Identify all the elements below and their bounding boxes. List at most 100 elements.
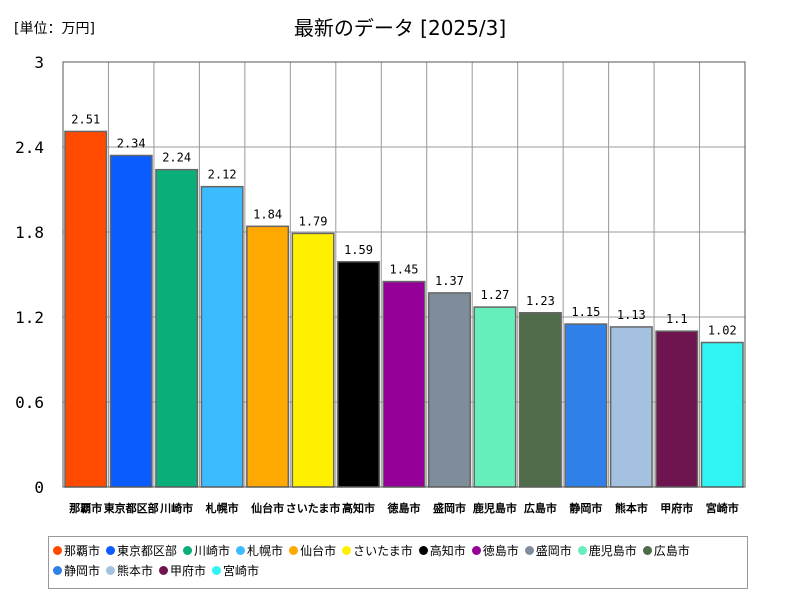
legend-swatch [106, 546, 116, 555]
data-label: 1.79 [299, 214, 328, 228]
legend-label: 宮崎市 [223, 564, 260, 578]
legend-swatch [212, 566, 222, 575]
bar [246, 225, 290, 488]
legend-item: 高知市 [418, 541, 466, 561]
plot-frame [62, 61, 746, 488]
legend-label: 仙台市 [300, 544, 337, 558]
legend-item: 盛岡市 [524, 541, 572, 561]
data-label: 1.59 [344, 243, 373, 257]
category-label: 静岡市 [569, 501, 602, 515]
y-tick-label: 0.6 [15, 393, 44, 412]
y-tick-label: 0 [34, 478, 44, 497]
data-label: 1.02 [708, 324, 737, 338]
legend-label: 静岡市 [64, 564, 101, 578]
data-label: 1.45 [390, 263, 419, 277]
legend-swatch [342, 546, 352, 555]
legend-label: 広島市 [653, 544, 690, 558]
bar [655, 330, 699, 488]
category-label: 広島市 [524, 501, 557, 515]
data-label: 1.23 [526, 294, 555, 308]
legend-label: 徳島市 [482, 544, 519, 558]
legend-item: 熊本市 [106, 561, 153, 581]
legend-label: 盛岡市 [535, 544, 572, 558]
legend-item: 広島市 [642, 541, 690, 561]
legend-label: 那覇市 [64, 544, 101, 558]
legend-label: 東京都区部 [117, 544, 178, 558]
bar [155, 168, 199, 488]
category-label: 甲府市 [660, 501, 693, 515]
category-label: 高知市 [342, 501, 375, 515]
bar [109, 154, 153, 488]
bar [64, 130, 108, 488]
legend-item: 静岡市 [53, 561, 100, 581]
legend-item: 仙台市 [289, 541, 336, 561]
category-label: 宮崎市 [706, 501, 739, 515]
legend-swatch [289, 546, 299, 555]
data-label: 2.12 [208, 168, 237, 182]
data-label: 2.24 [162, 151, 191, 165]
legend-label: 川崎市 [194, 544, 231, 558]
legend-item: 札幌市 [236, 541, 283, 561]
data-label: 2.51 [71, 112, 100, 126]
legend-label: 鹿児島市 [588, 544, 637, 558]
legend-label: さいたま市 [353, 544, 413, 558]
y-tick-label: 1.2 [15, 308, 44, 327]
legend-label: 甲府市 [170, 564, 207, 578]
legend-swatch [577, 546, 587, 555]
legend-item: 宮崎市 [212, 561, 259, 581]
legend-swatch [471, 546, 481, 555]
category-label: 熊本市 [615, 501, 648, 515]
data-label: 1.37 [435, 274, 464, 288]
bar [382, 280, 426, 488]
legend-swatch [183, 546, 193, 555]
y-tick-label: 1.8 [15, 223, 44, 242]
bar [473, 306, 517, 488]
legend-swatch [418, 546, 428, 555]
data-label: 1.15 [571, 305, 600, 319]
category-label: さいたま市 [286, 501, 341, 515]
bar-chart: 0 0.6 1.2 1.8 2.4 3 2.51 那覇市 2.34 東京都区部 2.24 川崎市 2.1… [15, 53, 746, 515]
category-label: 仙台市 [251, 501, 284, 515]
legend: 那覇市 東京都区部 川崎市 札幌市 仙台市 さいたま市 高知市 徳島市 盛岡市 鹿児島市 広島市静岡… [48, 536, 748, 589]
legend-swatch [524, 546, 534, 555]
bar [700, 341, 744, 488]
legend-item: 那覇市 [53, 541, 100, 561]
legend-item: 川崎市 [183, 541, 230, 561]
bar [609, 326, 653, 488]
bar [291, 232, 335, 488]
legend-label: 熊本市 [117, 564, 154, 578]
legend-swatch [53, 546, 62, 555]
legend-swatch [106, 566, 116, 575]
bar [564, 323, 608, 488]
y-tick-label: 2.4 [15, 138, 44, 157]
legend-swatch [159, 566, 169, 575]
category-label: 川崎市 [159, 501, 193, 515]
category-label: 鹿児島市 [473, 501, 517, 515]
category-label: 札幌市 [205, 501, 239, 515]
legend-item: 鹿児島市 [577, 541, 637, 561]
legend-item: さいたま市 [342, 541, 413, 561]
chart-title: 最新のデータ [2025/3] [293, 16, 507, 40]
unit-label: [単位：万円] [14, 21, 95, 37]
data-label: 2.34 [117, 137, 146, 151]
legend-swatch [53, 566, 62, 575]
bar [200, 185, 244, 488]
y-tick-label: 3 [34, 53, 44, 72]
legend-item: 東京都区部 [106, 541, 177, 561]
legend-item: 甲府市 [159, 561, 206, 581]
category-label: 東京都区部 [104, 501, 159, 515]
legend-label: 札幌市 [247, 544, 284, 558]
legend-item: 徳島市 [471, 541, 519, 561]
data-label: 1.1 [666, 312, 688, 326]
legend-label: 高知市 [429, 544, 466, 558]
legend-swatch [642, 546, 652, 555]
bar [518, 312, 562, 488]
data-label: 1.27 [480, 288, 509, 302]
data-label: 1.84 [253, 207, 282, 221]
category-label: 盛岡市 [433, 501, 466, 515]
category-label: 那覇市 [69, 501, 102, 515]
category-label: 徳島市 [387, 501, 421, 515]
bar [427, 292, 471, 488]
legend-swatch [236, 546, 246, 555]
bar [337, 261, 381, 488]
